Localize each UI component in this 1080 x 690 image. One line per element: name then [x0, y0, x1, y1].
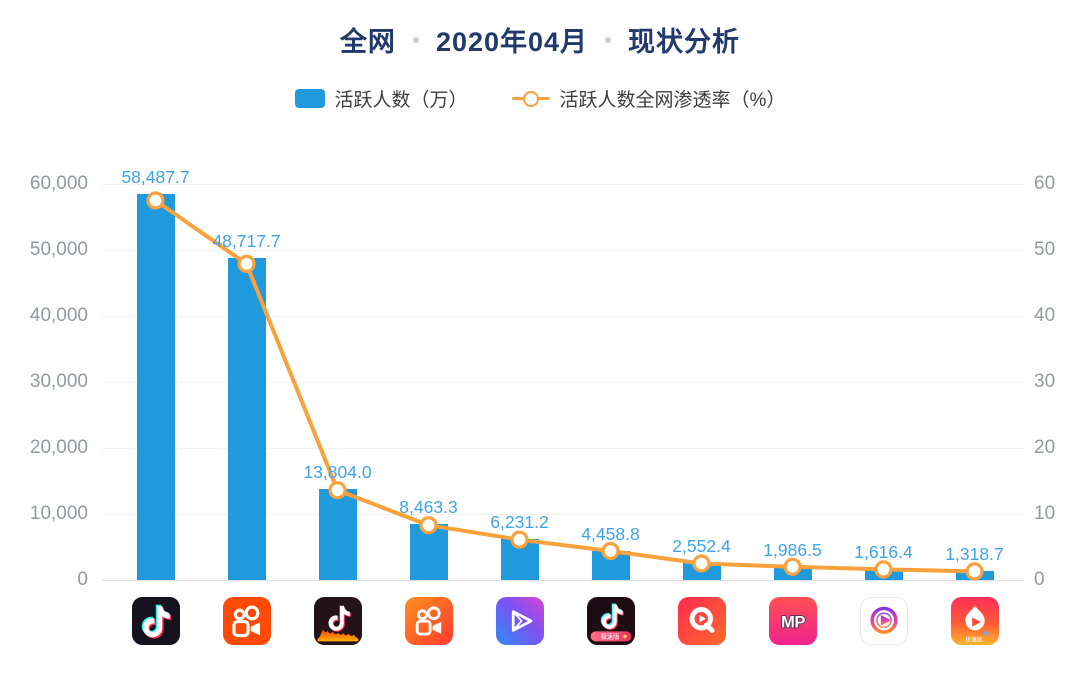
- bar-douyin-express[interactable]: [591, 550, 630, 580]
- legend-item-penetration[interactable]: 活跃人数全网渗透率（%）: [511, 85, 786, 112]
- y-axis-label-left: 60,000: [29, 173, 88, 194]
- quanmin-video-icon: [677, 597, 726, 645]
- y-axis-label-right: 20: [1034, 437, 1056, 458]
- bar-quanmin-video[interactable]: [682, 563, 721, 580]
- y-axis-label-left: 40,000: [29, 305, 88, 326]
- value-label-kuaishou-express: 8,463.3: [399, 497, 458, 518]
- bar-douyin-huoshan[interactable]: [318, 488, 357, 580]
- value-label-circle-play-video: 1,616.4: [854, 542, 913, 563]
- title-separator-dot: [605, 36, 612, 43]
- title-separator-dot: [412, 36, 419, 43]
- y-axis-label-left: 10,000: [29, 503, 88, 524]
- title-segment-network: 全网: [339, 27, 396, 57]
- value-label-quanmin-video: 2,552.4: [672, 536, 731, 557]
- y-axis-label-left: 30,000: [29, 371, 88, 392]
- value-label-meipai: 1,986.5: [763, 539, 822, 560]
- huoshan-express-icon: 极速版: [950, 597, 999, 645]
- y-axis-label-left: 50,000: [29, 239, 88, 260]
- y-axis-label-left: 0: [77, 569, 88, 590]
- douyin-huoshan-icon: [313, 597, 362, 645]
- value-label-douyin-huoshan: 13,804.0: [303, 461, 372, 482]
- bar-circle-play-video[interactable]: [864, 569, 903, 580]
- svg-text:极速版: 极速版: [965, 636, 982, 644]
- gridline: [102, 184, 1024, 185]
- kuaishou-express-icon: [404, 597, 453, 645]
- title-segment-analysis: 现状分析: [628, 27, 741, 57]
- bar-swatch-icon: [294, 89, 325, 108]
- value-label-huoshan-express: 1,318.7: [945, 544, 1004, 565]
- legend-line-label: 活跃人数全网渗透率（%）: [559, 90, 786, 111]
- svg-text:极速版: 极速版: [600, 632, 619, 641]
- gridline: [102, 580, 1024, 581]
- circle-play-video-icon: [859, 597, 908, 645]
- value-label-douyin-express: 4,458.8: [581, 523, 640, 544]
- douyin-express-icon: 极速版: [586, 597, 635, 645]
- meipai-icon: MP: [768, 597, 817, 645]
- value-label-douyin: 58,487.7: [121, 166, 190, 187]
- weishi-icon: [495, 597, 544, 645]
- y-axis-label-right: 10: [1034, 503, 1056, 524]
- bar-huoshan-express[interactable]: [955, 571, 994, 580]
- value-label-kuaishou: 48,717.7: [212, 231, 281, 252]
- y-axis-label-right: 50: [1034, 239, 1056, 260]
- kuaishou-icon: [222, 597, 271, 645]
- legend-bar-label: 活跃人数（万）: [334, 90, 468, 111]
- douyin-icon: [131, 597, 180, 645]
- title-segment-month: 2020年04月: [435, 27, 589, 57]
- bar-meipai[interactable]: [773, 566, 812, 580]
- chart-title: 全网 2020年04月 现状分析: [0, 20, 1080, 59]
- y-axis-label-left: 20,000: [29, 437, 88, 458]
- svg-text:MP: MP: [781, 612, 805, 631]
- legend-item-active-users[interactable]: 活跃人数（万）: [294, 85, 468, 112]
- value-label-weishi: 6,231.2: [490, 511, 549, 532]
- chart-legend: 活跃人数（万） 活跃人数全网渗透率（%）: [0, 85, 1080, 112]
- bar-kuaishou-express[interactable]: [409, 524, 448, 580]
- y-axis-label-right: 40: [1034, 305, 1056, 326]
- bar-weishi[interactable]: [500, 538, 539, 580]
- bar-douyin[interactable]: [136, 193, 175, 580]
- line-marker-icon: [522, 90, 539, 107]
- bar-kuaishou[interactable]: [227, 258, 266, 580]
- line-swatch-icon: [511, 90, 550, 107]
- y-axis-label-right: 60: [1034, 173, 1056, 194]
- y-axis-label-right: 30: [1034, 371, 1056, 392]
- y-axis-label-right: 0: [1034, 569, 1045, 590]
